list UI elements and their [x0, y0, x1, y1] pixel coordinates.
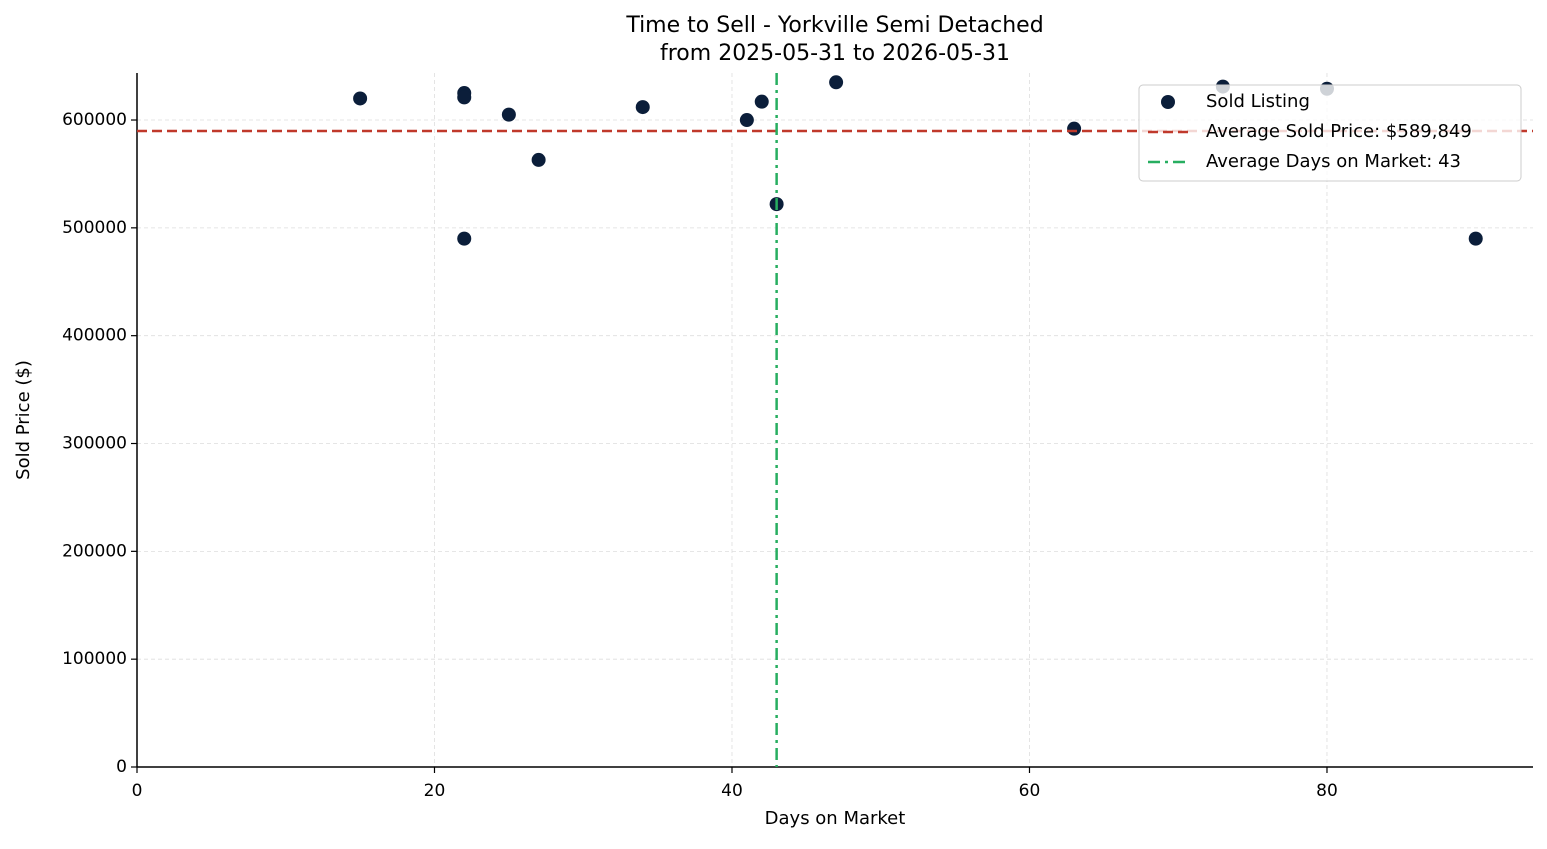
x-tick-label: 20 [424, 781, 446, 801]
x-tick-label: 0 [132, 781, 143, 801]
point [457, 90, 472, 105]
y-tick-label: 0 [116, 757, 127, 777]
point [531, 152, 546, 167]
y-axis-label: Sold Price ($) [13, 360, 34, 480]
legend-label: Average Days on Market: 43 [1206, 151, 1461, 172]
x-tick-label: 60 [1019, 781, 1041, 801]
y-tick-label: 200000 [62, 541, 127, 561]
point [501, 107, 516, 122]
legend-label: Average Sold Price: $589,849 [1206, 121, 1472, 142]
point [829, 75, 844, 90]
point [1067, 121, 1082, 136]
chart-title: Time to Sell - Yorkville Semi Detached [625, 13, 1043, 38]
legend-box [1138, 84, 1522, 182]
point [754, 94, 769, 109]
y-tick-label: 400000 [62, 326, 127, 346]
chart-subtitle: from 2025-05-31 to 2026-05-31 [660, 41, 1010, 66]
y-tick-label: 600000 [62, 110, 127, 130]
x-tick-label: 40 [721, 781, 743, 801]
point [353, 91, 368, 106]
x-tick-label: 80 [1316, 781, 1338, 801]
point [635, 100, 650, 115]
x-axis-label: Days on Market [765, 808, 906, 829]
legend-label: Sold Listing [1206, 91, 1310, 112]
point [739, 113, 754, 128]
y-tick-label: 300000 [62, 434, 127, 454]
y-tick-label: 500000 [62, 218, 127, 238]
point [1468, 231, 1483, 246]
point [457, 231, 472, 246]
legend-marker [1161, 95, 1175, 109]
y-tick-label: 100000 [62, 649, 127, 669]
